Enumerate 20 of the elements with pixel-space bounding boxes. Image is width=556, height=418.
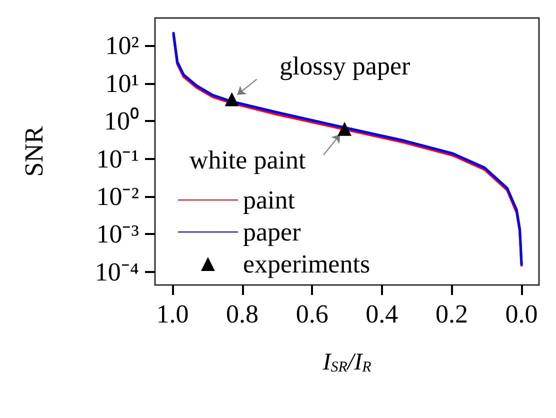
legend-label: paper <box>243 218 302 246</box>
y-tick-label: 10⁰ <box>104 106 139 136</box>
y-tick-label: 10² <box>105 31 140 60</box>
x-tick-label: 1.0 <box>156 300 189 328</box>
x-tick-label: 0.2 <box>435 300 468 328</box>
y-tick-label: 10⁻³ <box>96 220 140 249</box>
annotation: glossy paper <box>279 52 410 81</box>
y-tick-label: 10¹ <box>105 68 139 98</box>
x-tick-label: 0.6 <box>296 300 328 328</box>
y-tick-label: 10⁻⁴ <box>94 257 139 286</box>
x-tick-label: 0.4 <box>366 300 398 328</box>
x-tick-label: 0.8 <box>226 300 259 328</box>
y-axis-title: SNR <box>20 126 48 177</box>
x-axis-title: ISR/IR <box>322 350 372 376</box>
y-tick-label: 10⁻² <box>96 182 140 211</box>
legend-label: experiments <box>243 250 370 278</box>
y-tick-label: 10⁻¹ <box>96 144 139 174</box>
annotation: white paint <box>189 145 306 174</box>
x-tick-label: 0.0 <box>505 300 538 328</box>
legend-label: paint <box>243 186 296 214</box>
